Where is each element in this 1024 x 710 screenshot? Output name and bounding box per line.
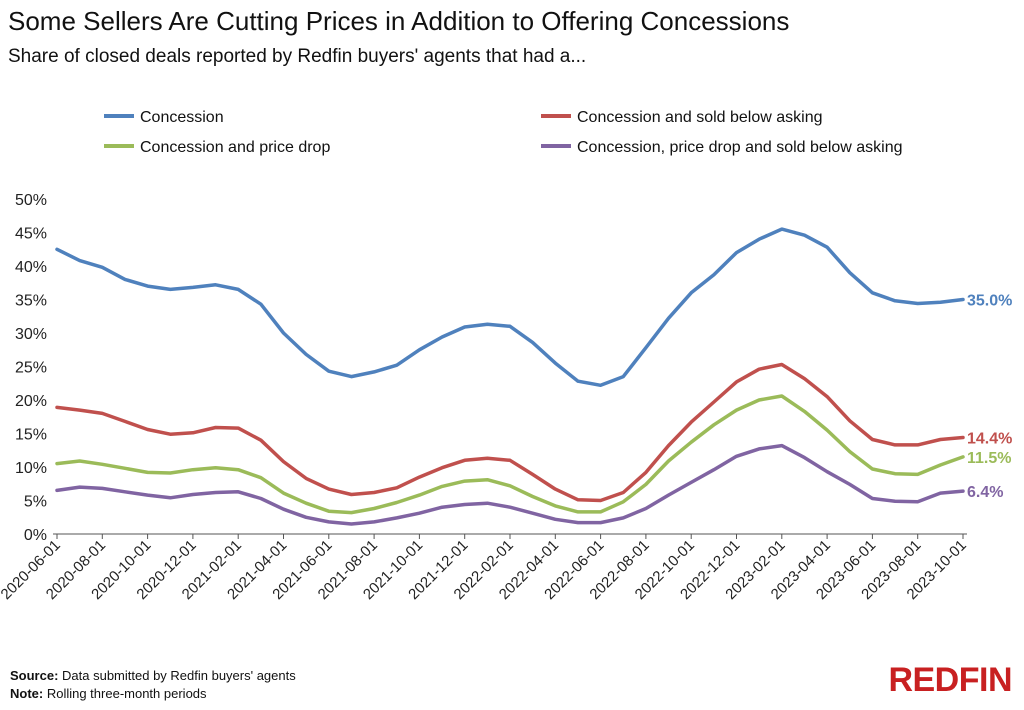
source-note: Source: Data submitted by Redfin buyers'… [10, 668, 296, 683]
source-text: Data submitted by Redfin buyers' agents [58, 668, 296, 683]
series-line-2 [55, 394, 965, 515]
legend-label: Concession and price drop [140, 139, 330, 156]
y-tick-label: 25% [15, 360, 47, 377]
series-line-3 [55, 443, 965, 526]
y-tick-label: 0% [24, 527, 47, 544]
y-tick-label: 20% [15, 393, 47, 410]
x-axis: 2020-06-012020-08-012020-10-012020-12-01… [0, 533, 970, 603]
y-tick-label: 10% [15, 460, 47, 477]
end-value-label: 11.5% [967, 450, 1011, 467]
y-tick-label: 40% [15, 259, 47, 276]
legend-label: Concession and sold below asking [577, 109, 822, 126]
legend-label: Concession, price drop and sold below as… [577, 139, 903, 156]
end-labels: 35.0% 14.4% 11.5% 6.4% [967, 293, 1012, 502]
series-line-0 [55, 227, 965, 388]
y-tick-label: 35% [15, 293, 47, 310]
chart-legend: Concession Concession and sold below aski… [104, 109, 903, 156]
series-line-1 [55, 362, 965, 503]
rolling-note: Note: Rolling three-month periods [10, 686, 207, 701]
chart-subtitle: Share of closed deals reported by Redfin… [8, 46, 587, 67]
end-value-label: 14.4% [967, 431, 1012, 448]
y-tick-label: 15% [15, 427, 47, 444]
y-tick-label: 45% [15, 226, 47, 243]
source-label: Source: [10, 668, 59, 683]
note-label: Note: [10, 686, 44, 701]
legend-label: Concession [140, 109, 224, 126]
y-tick-label: 5% [24, 494, 47, 511]
y-tick-label: 50% [15, 192, 47, 209]
chart-title: Some Sellers Are Cutting Prices in Addit… [8, 6, 790, 36]
note-text: Rolling three-month periods [43, 686, 207, 701]
plot-area [55, 227, 965, 526]
y-axis: 0% 5% 10% 15% 20% 25% 30% 35% 40% 45% 50% [15, 192, 47, 544]
end-value-label: 35.0% [967, 293, 1012, 310]
y-tick-label: 30% [15, 326, 47, 343]
end-value-label: 6.4% [967, 484, 1003, 501]
redfin-logo: REDFIN [888, 661, 1012, 699]
